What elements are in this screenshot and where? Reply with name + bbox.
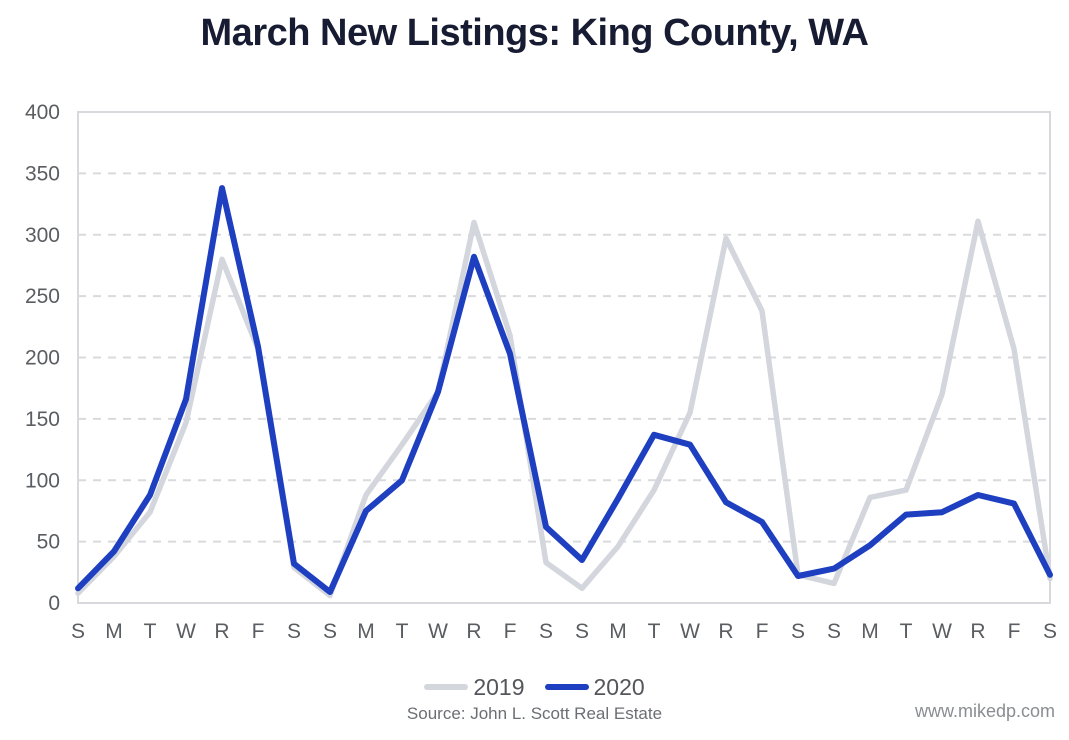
legend-swatch-2020 (544, 684, 589, 690)
x-tick-label: F (252, 620, 265, 643)
y-tick-label: 300 (25, 224, 60, 247)
x-tick-label: R (970, 620, 985, 643)
x-tick-label: S (287, 620, 301, 643)
x-tick-label: R (214, 620, 229, 643)
legend-item-2020: 2020 (544, 673, 645, 701)
y-tick-label: 0 (48, 592, 60, 615)
x-tick-label: F (1008, 620, 1021, 643)
gridlines (77, 111, 1051, 604)
series-line-2020 (75, 185, 1053, 595)
website-credit: www.mikedp.com (914, 701, 1055, 721)
y-tick-label: 50 (37, 531, 60, 554)
x-tick-label: R (466, 620, 481, 643)
x-tick-label: R (718, 620, 733, 643)
x-tick-label: F (504, 620, 517, 643)
chart-series (75, 185, 1053, 599)
chart-legend: 2019 2020 (0, 672, 1069, 702)
x-tick-label: S (1043, 620, 1057, 643)
legend-label-2020: 2020 (593, 673, 645, 700)
source-note: Source: John L. Scott Real Estate (406, 704, 663, 723)
x-tick-label: S (71, 620, 85, 643)
y-tick-label: 350 (25, 162, 60, 185)
plot-border (77, 111, 1051, 604)
legend-item-2019: 2019 (424, 673, 525, 701)
x-tick-label: M (861, 620, 879, 643)
y-tick-label: 150 (25, 408, 60, 431)
y-tick-label: 400 (25, 101, 60, 124)
x-tick-label: W (176, 620, 196, 643)
x-tick-label: S (575, 620, 589, 643)
x-tick-label: T (648, 620, 661, 643)
x-tick-label: W (428, 620, 448, 643)
y-tick-label: 250 (25, 285, 60, 308)
x-tick-label: S (539, 620, 553, 643)
y-axis-labels: 0 50 100 150 200 250 300 350 400 (25, 101, 60, 615)
y-tick-label: 100 (25, 469, 60, 492)
chart-title: March New Listings: King County, WA (200, 12, 869, 54)
x-tick-label: M (609, 620, 627, 643)
x-tick-label: T (396, 620, 409, 643)
series-line-2019 (75, 218, 1053, 599)
x-tick-label: W (932, 620, 952, 643)
x-tick-label: M (105, 620, 123, 643)
x-tick-label: T (144, 620, 157, 643)
x-tick-label: M (357, 620, 375, 643)
x-tick-label: F (756, 620, 769, 643)
legend-swatch-2019 (424, 684, 469, 690)
x-tick-label: W (680, 620, 700, 643)
y-tick-label: 200 (25, 347, 60, 370)
x-tick-label: S (323, 620, 337, 643)
x-tick-label: S (791, 620, 805, 643)
x-tick-label: S (827, 620, 841, 643)
x-tick-label: T (900, 620, 913, 643)
legend-label-2019: 2019 (473, 673, 525, 700)
